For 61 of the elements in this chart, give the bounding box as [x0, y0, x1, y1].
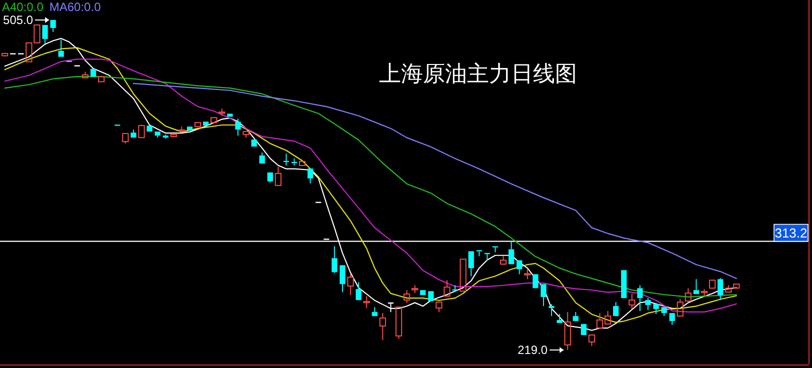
candlestick	[460, 258, 466, 292]
candlestick	[50, 20, 56, 32]
candlestick	[251, 140, 257, 147]
candlestick	[718, 278, 724, 301]
candlestick	[194, 122, 202, 128]
candlestick	[444, 280, 450, 297]
candlestick	[693, 278, 700, 294]
candlestick	[340, 265, 346, 293]
ref-label: 313.2	[774, 224, 808, 242]
candlestick	[516, 260, 522, 275]
candlestick	[298, 160, 306, 166]
candlestick	[556, 314, 562, 323]
candlestick	[476, 250, 482, 257]
text: 上海原油主力日线图	[379, 62, 577, 87]
candlestick	[468, 251, 474, 277]
candlestick	[130, 129, 136, 138]
candlestick	[186, 126, 193, 131]
candlestick	[548, 304, 554, 317]
candlestick	[170, 134, 177, 138]
candlestick	[621, 270, 627, 298]
candlestick	[98, 76, 105, 82]
candlestick	[637, 284, 643, 312]
candlestick	[332, 246, 338, 274]
candlestick	[420, 290, 426, 296]
text: A40:0.0	[2, 0, 44, 14]
candlestick	[669, 313, 675, 326]
candlestick	[661, 307, 667, 317]
candlestick	[267, 172, 273, 183]
candlestick	[154, 132, 160, 138]
candlestick	[709, 280, 716, 289]
candlestick	[540, 284, 546, 307]
candlestick	[274, 166, 282, 186]
candlestick	[203, 122, 209, 126]
candlestick	[653, 304, 659, 314]
candlestick	[235, 118, 241, 136]
candlestick	[363, 296, 370, 308]
candlestick	[356, 282, 362, 300]
candlestick	[379, 312, 386, 340]
candlestick	[162, 134, 168, 140]
candlestick	[428, 291, 434, 302]
candlestick	[508, 240, 514, 264]
annotation: 219.0	[518, 343, 548, 357]
candlestick	[308, 168, 314, 184]
candlestick	[146, 126, 152, 132]
candlestick	[58, 39, 64, 57]
candlestick	[452, 284, 458, 293]
annotation: 505.0	[3, 13, 34, 27]
candlestick	[580, 324, 587, 335]
candlestick	[210, 117, 218, 124]
candlestick	[372, 306, 378, 316]
candlestick	[227, 114, 233, 117]
candlestick	[259, 152, 265, 164]
candlestick	[564, 312, 571, 350]
candlestick	[572, 312, 578, 322]
candlestick	[90, 68, 96, 77]
candlestick	[532, 274, 538, 288]
candlestick	[684, 288, 692, 302]
candlestick	[613, 302, 619, 316]
text: MA60:0.0	[49, 0, 102, 14]
candlestick	[42, 24, 48, 44]
candlestick	[645, 298, 651, 311]
